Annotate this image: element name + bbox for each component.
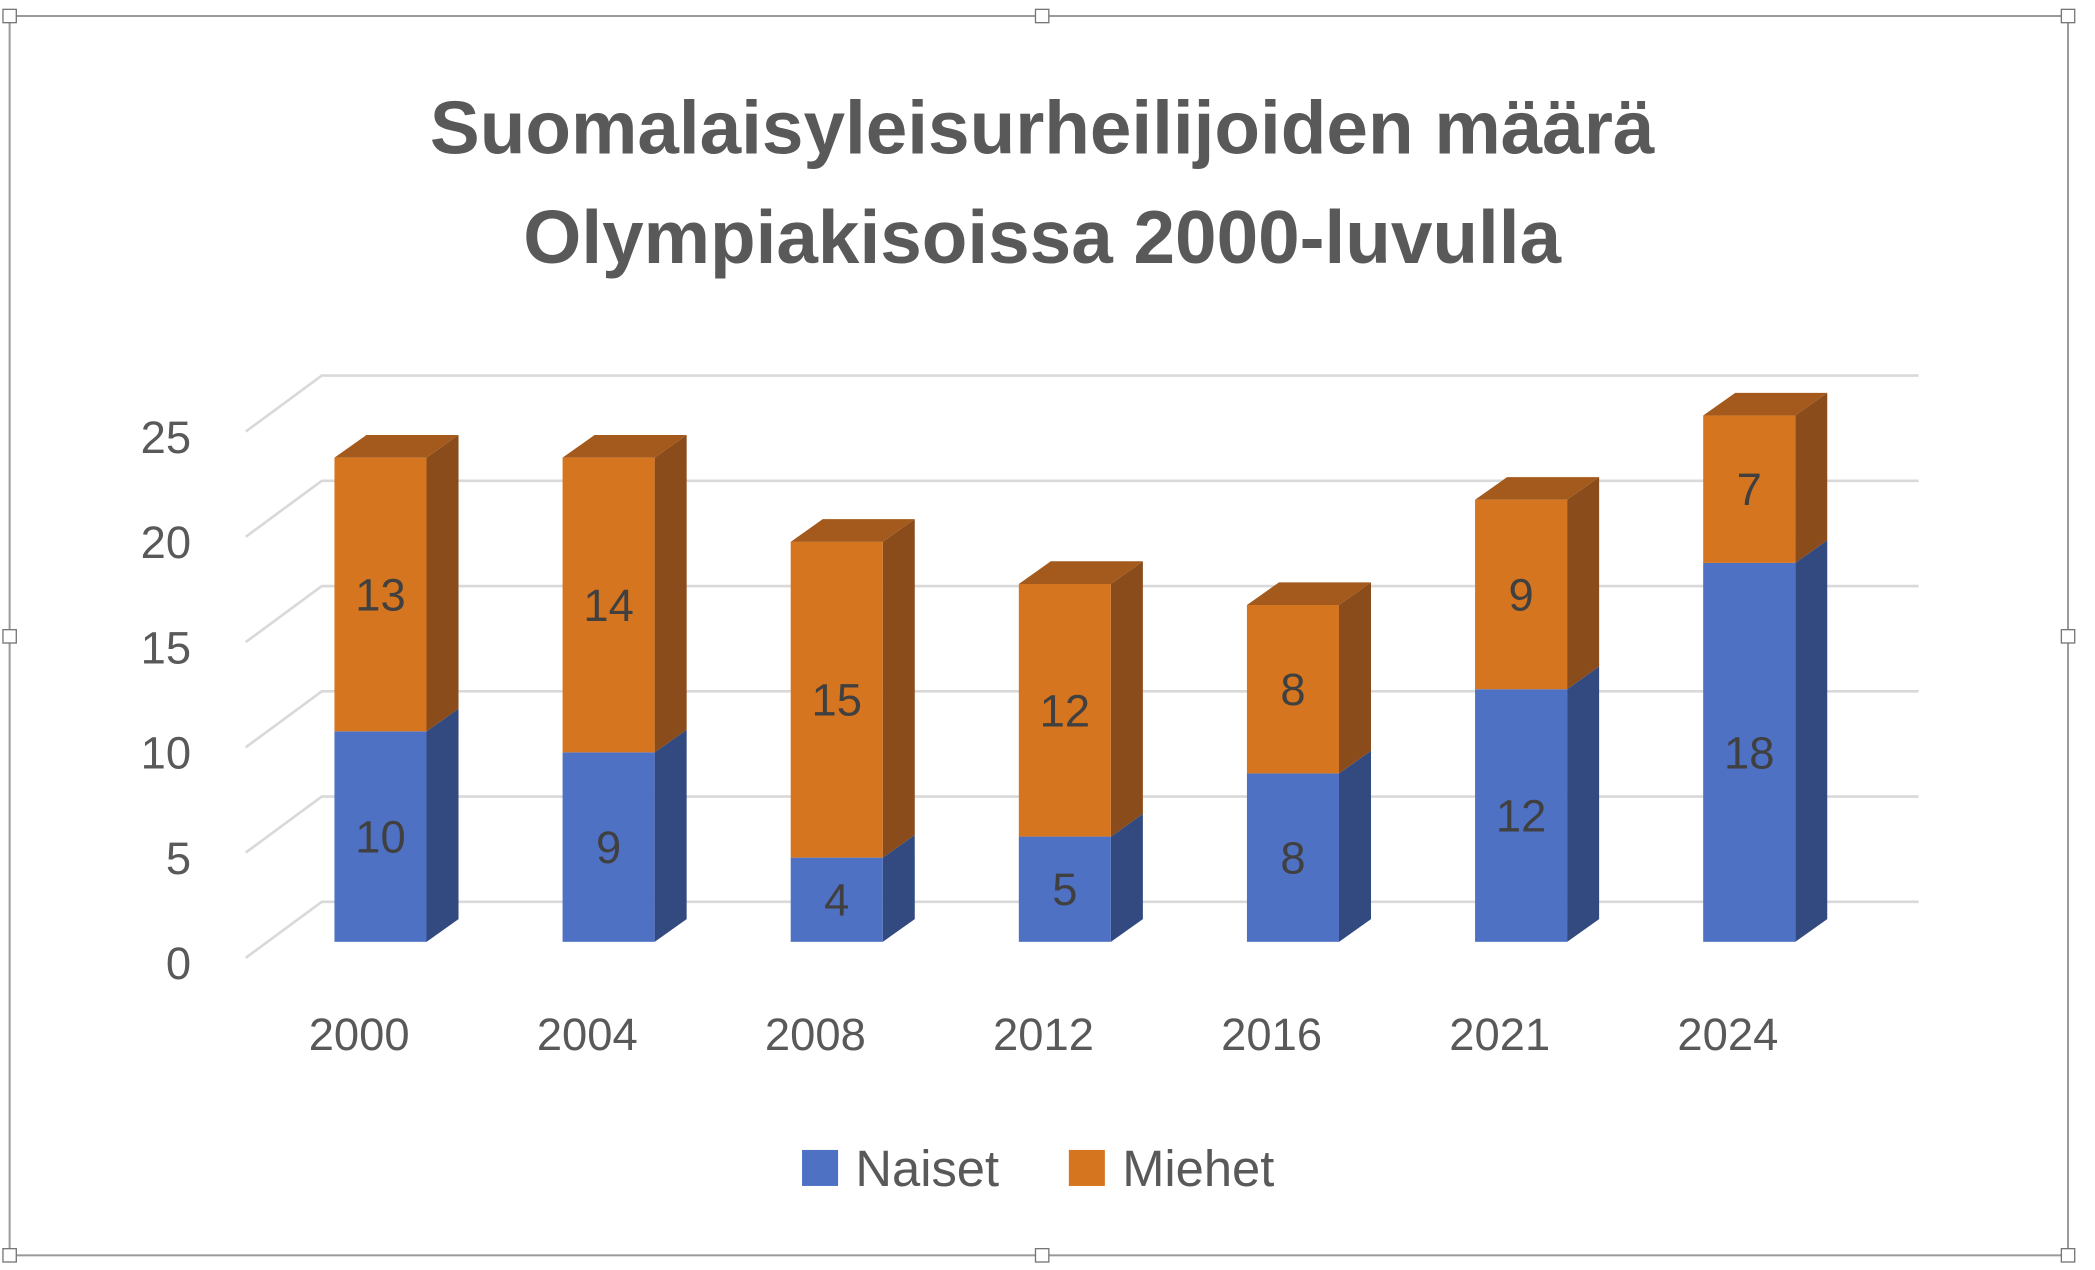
bar-naiset-2000[interactable] bbox=[334, 731, 427, 942]
bar-top bbox=[1475, 477, 1600, 500]
bar-top bbox=[1018, 561, 1143, 584]
resize-handle[interactable] bbox=[2, 8, 17, 24]
bar-top bbox=[790, 519, 915, 542]
gridline bbox=[244, 374, 1919, 433]
bar-miehet-2012[interactable] bbox=[1018, 583, 1111, 837]
y-tick-label: 0 bbox=[166, 938, 191, 989]
chart-title-line-1: Suomalaisyleisurheilijoiden määrä bbox=[430, 85, 1655, 169]
x-tick-label: 2021 bbox=[1449, 1009, 1550, 1060]
bar-side bbox=[1567, 477, 1600, 690]
data-label: 8 bbox=[1280, 664, 1305, 715]
y-tick-label: 5 bbox=[166, 833, 191, 884]
bar-miehet-2008[interactable] bbox=[790, 541, 883, 858]
bar-top bbox=[334, 434, 459, 458]
resize-handle[interactable] bbox=[2060, 8, 2076, 24]
resize-handle[interactable] bbox=[2060, 1247, 2076, 1263]
legend-swatch-naiset bbox=[802, 1149, 839, 1186]
resize-handle[interactable] bbox=[1034, 8, 1050, 24]
data-label: 13 bbox=[355, 569, 405, 620]
data-label: 5 bbox=[1052, 864, 1077, 915]
bar-naiset-2008[interactable] bbox=[790, 857, 883, 942]
chart-title-line-2: Olympiakisoissa 2000-luvulla bbox=[523, 195, 1562, 279]
bar-naiset-2021[interactable] bbox=[1475, 689, 1568, 942]
bar-side bbox=[426, 708, 459, 942]
data-label: 10 bbox=[355, 812, 405, 863]
x-tick-label: 2016 bbox=[1221, 1009, 1322, 1060]
bar-side bbox=[1110, 813, 1143, 942]
bar-naiset-2004[interactable] bbox=[562, 752, 655, 942]
bar-top bbox=[562, 434, 687, 458]
data-label: 18 bbox=[1724, 727, 1774, 778]
data-label: 9 bbox=[1508, 569, 1533, 620]
gridline bbox=[244, 689, 1919, 749]
gridline bbox=[244, 584, 1919, 644]
bar-side bbox=[882, 519, 915, 858]
resize-handle[interactable] bbox=[1034, 1247, 1050, 1263]
bar-miehet-2016[interactable] bbox=[1246, 605, 1339, 774]
legend-label-miehet: Miehet bbox=[1122, 1140, 1274, 1197]
legend-swatch-miehet bbox=[1068, 1149, 1105, 1186]
x-tick-label: 2000 bbox=[309, 1009, 410, 1060]
bar-side bbox=[1795, 540, 1828, 942]
y-tick-label: 10 bbox=[141, 728, 191, 779]
bar-side bbox=[1795, 392, 1828, 563]
bar-side bbox=[1338, 750, 1372, 942]
resize-handle[interactable] bbox=[2060, 628, 2076, 644]
legend-label-naiset: Naiset bbox=[855, 1140, 999, 1197]
resize-handle[interactable] bbox=[2, 628, 17, 644]
bar-side bbox=[654, 434, 687, 753]
bar-side bbox=[1110, 561, 1143, 837]
data-label: 12 bbox=[1496, 791, 1546, 842]
x-tick-label: 2008 bbox=[765, 1009, 866, 1060]
y-tick-label: 15 bbox=[141, 622, 191, 673]
data-label: 9 bbox=[596, 822, 621, 873]
gridline bbox=[244, 479, 1919, 538]
bar-side bbox=[654, 729, 687, 942]
data-label: 8 bbox=[1280, 833, 1305, 884]
bar-naiset-2024[interactable] bbox=[1703, 562, 1796, 942]
bar-miehet-2004[interactable] bbox=[562, 457, 655, 753]
bar-side bbox=[1338, 582, 1372, 774]
resize-handle[interactable] bbox=[2, 1247, 17, 1263]
x-tick-label: 2012 bbox=[993, 1009, 1094, 1060]
gridline bbox=[244, 795, 1919, 854]
bar-side bbox=[1567, 666, 1600, 942]
bar-side bbox=[426, 434, 459, 732]
gridline bbox=[244, 900, 1919, 959]
bar-miehet-2021[interactable] bbox=[1475, 499, 1568, 690]
bar-naiset-2012[interactable] bbox=[1018, 836, 1111, 942]
x-tick-label: 2004 bbox=[537, 1009, 638, 1060]
data-label: 7 bbox=[1737, 464, 1762, 515]
bar-miehet-2000[interactable] bbox=[334, 457, 427, 732]
bar-naiset-2016[interactable] bbox=[1246, 773, 1339, 942]
bar-top bbox=[1246, 582, 1372, 606]
data-label: 15 bbox=[812, 675, 862, 726]
data-label: 4 bbox=[824, 875, 849, 926]
y-tick-label: 25 bbox=[141, 412, 191, 463]
bar-top bbox=[1703, 392, 1828, 416]
data-label: 14 bbox=[583, 580, 633, 631]
bar-side bbox=[882, 834, 915, 942]
x-tick-label: 2024 bbox=[1677, 1009, 1778, 1060]
data-label: 12 bbox=[1040, 685, 1090, 736]
bar-miehet-2024[interactable] bbox=[1703, 415, 1796, 563]
y-tick-label: 20 bbox=[141, 517, 191, 568]
